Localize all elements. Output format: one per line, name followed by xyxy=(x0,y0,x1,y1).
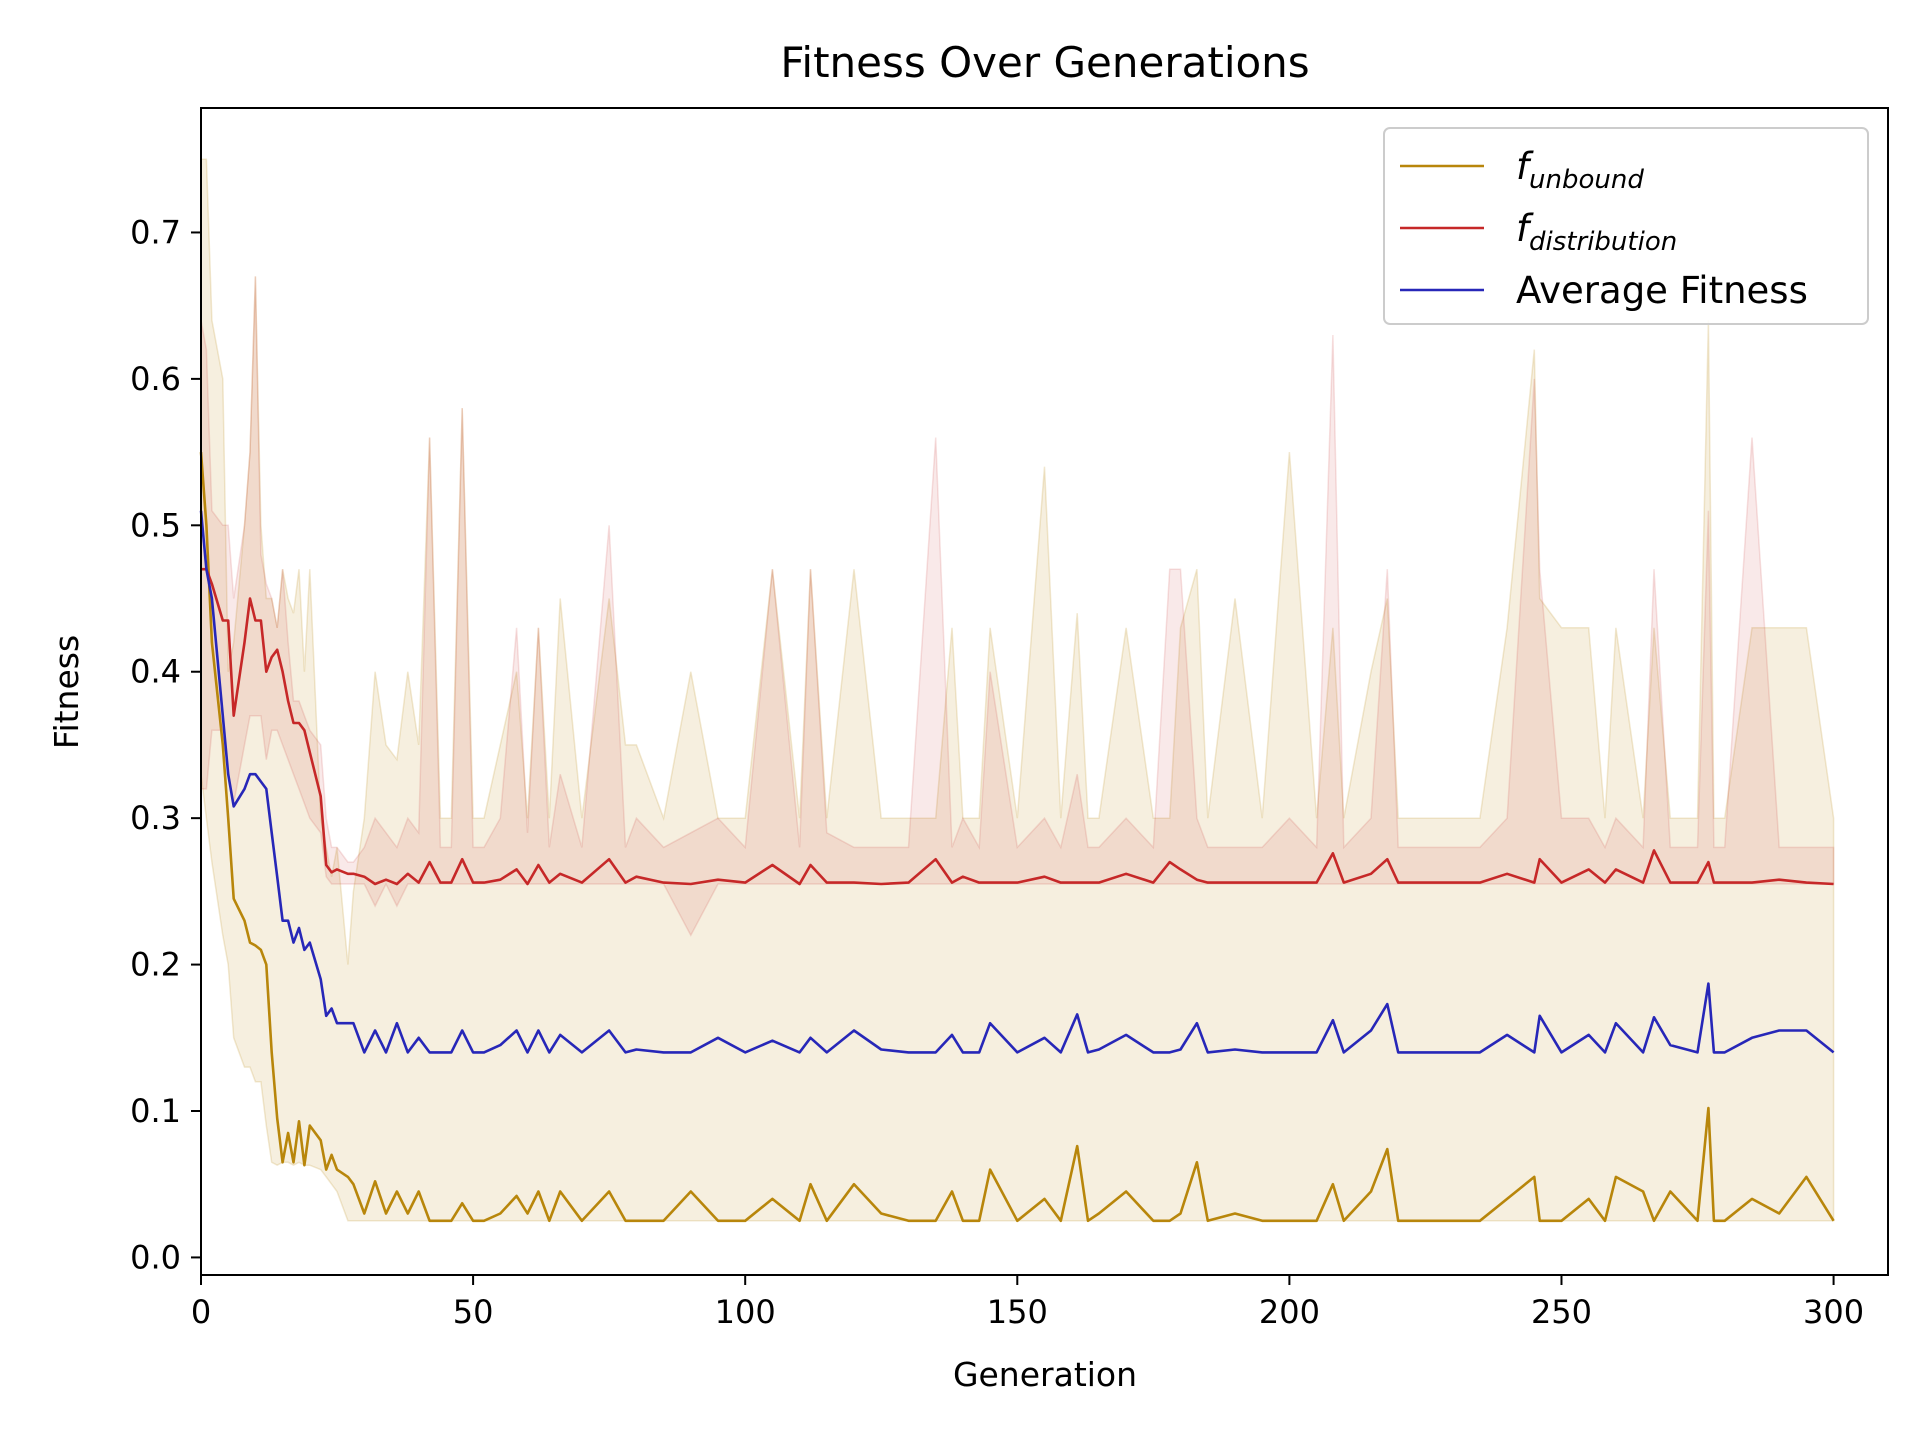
x-tick-label: 0 xyxy=(191,1293,211,1331)
series-lines xyxy=(199,452,1835,1223)
y-tick-label: 0.3 xyxy=(130,799,181,837)
x-tick-label: 150 xyxy=(987,1293,1048,1331)
y-tick-label: 0.0 xyxy=(130,1238,181,1276)
chart-title: Fitness Over Generations xyxy=(780,38,1309,87)
y-tick-label: 0.5 xyxy=(130,506,181,544)
x-axis-title: Generation xyxy=(953,1355,1137,1394)
x-axis: 0 50 100 150 200 250 300 xyxy=(191,1275,1864,1331)
x-tick-label: 200 xyxy=(1259,1293,1320,1331)
y-tick-label: 0.2 xyxy=(130,946,181,984)
legend-label-f-distribution: fdistribution xyxy=(1516,207,1677,257)
y-tick-label: 0.6 xyxy=(130,360,181,398)
plot-frame xyxy=(200,107,1889,1276)
y-axis: 0.0 0.1 0.2 0.3 0.4 0.5 0.6 0.7 xyxy=(130,213,201,1276)
legend-box xyxy=(1383,127,1869,325)
x-tick-label: 300 xyxy=(1803,1293,1864,1331)
y-tick-label: 0.1 xyxy=(130,1092,181,1130)
line-f-distribution xyxy=(201,567,1834,886)
y-tick-label: 0.4 xyxy=(130,653,181,691)
y-tick-label: 0.7 xyxy=(130,213,181,251)
line-average-fitness xyxy=(199,510,1835,1054)
x-tick-label: 100 xyxy=(715,1293,776,1331)
legend-label-average-fitness: Average Fitness xyxy=(1516,269,1808,312)
x-tick-label: 50 xyxy=(453,1293,494,1331)
x-tick-label: 250 xyxy=(1531,1293,1592,1331)
y-axis-title: Fitness xyxy=(47,635,86,749)
line-f-unbound xyxy=(199,452,1835,1223)
